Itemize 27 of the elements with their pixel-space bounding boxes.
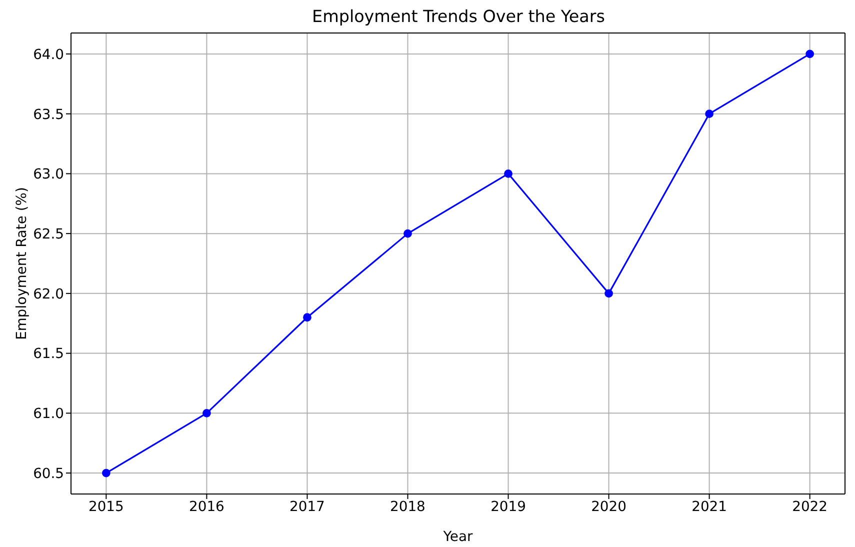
- x-tick-label: 2019: [490, 498, 526, 515]
- y-tick-label: 63.0: [33, 166, 64, 183]
- x-tick-label: 2018: [390, 498, 426, 515]
- x-axis-title: Year: [442, 529, 473, 545]
- x-tick-label: 2022: [792, 498, 828, 515]
- y-tick-label: 63.5: [33, 106, 64, 123]
- x-tick-label: 2020: [591, 498, 626, 515]
- y-tick-label: 62.5: [33, 226, 64, 242]
- x-tick-label: 2021: [692, 498, 727, 515]
- x-tick-label: 2016: [189, 498, 224, 515]
- y-tick-label: 62.0: [33, 286, 64, 302]
- x-tick-label: 2017: [290, 498, 325, 515]
- y-axis-title: Employment Rate (%): [14, 187, 30, 340]
- point: [504, 169, 512, 178]
- y-tick-label: 60.5: [33, 466, 64, 482]
- y-tick-label: 61.5: [33, 346, 64, 362]
- point: [604, 289, 613, 298]
- point: [806, 50, 814, 58]
- point: [202, 408, 211, 418]
- x-tick-label: 2015: [88, 498, 124, 515]
- point: [404, 229, 412, 238]
- point: [705, 110, 714, 118]
- chart-title: Employment Trends Over the Years: [311, 6, 606, 26]
- y-tick-label: 61.0: [33, 406, 64, 422]
- y-tick-label: 64.0: [33, 46, 64, 63]
- point: [102, 468, 110, 478]
- point: [303, 313, 312, 322]
